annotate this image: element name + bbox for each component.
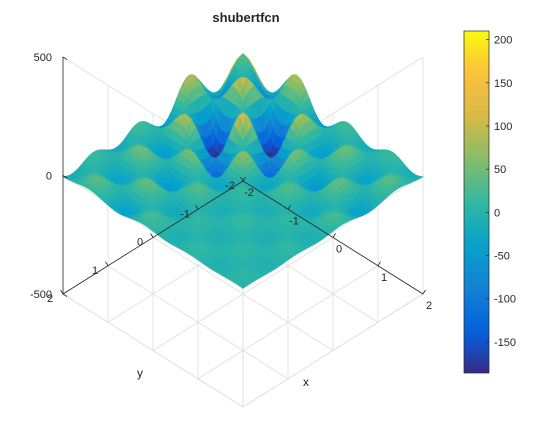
x-tick-label: -2 [244, 187, 254, 199]
y-tick-label: 1 [92, 265, 98, 277]
y-tick-label: -2 [225, 180, 235, 192]
colorbar-ticks: 200 150 100 50 0 -50 -100 -150 [486, 35, 516, 349]
z-tick-mark [63, 294, 67, 297]
chart-title: shubertfcn [212, 10, 279, 25]
colorbar-tick-label: 50 [494, 164, 506, 176]
x-tick-label: 0 [336, 244, 342, 256]
y-tick-label: 0 [137, 237, 143, 249]
colorbar-tick-label: 150 [494, 78, 512, 90]
colorbar: 200 150 100 50 0 -50 -100 -150 [464, 31, 516, 373]
colorbar-tick-label: 100 [494, 121, 512, 133]
colorbar-tick-label: 200 [494, 35, 512, 47]
x-tick-label: -1 [289, 215, 299, 227]
colorbar-tick-label: -150 [494, 337, 516, 349]
x-tick-label: 2 [426, 300, 432, 312]
x-axis-label: x [303, 375, 309, 389]
z-tick-mark [63, 57, 67, 60]
colorbar-tick-label: 0 [494, 207, 500, 219]
colorbar-scale [464, 31, 489, 373]
z-tick-label: 0 [46, 171, 52, 183]
surface-mesh [63, 54, 423, 289]
colorbar-tick-label: -100 [494, 294, 516, 306]
z-tick-label: 500 [34, 52, 52, 64]
colorbar-tick-label: -50 [494, 251, 510, 263]
y-tick-label: -1 [180, 208, 190, 220]
x-tick-label: 1 [381, 272, 387, 284]
z-tick-label: -500 [30, 289, 52, 301]
y-axis-label: y [137, 366, 143, 380]
